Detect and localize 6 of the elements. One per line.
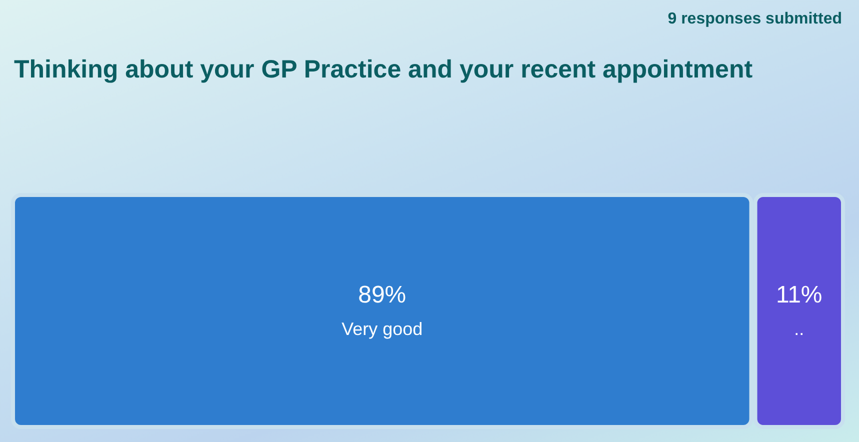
series-label: ..: [794, 319, 804, 339]
data-label: 11%: [776, 282, 822, 308]
data-label: 89%: [358, 282, 406, 308]
series-label: Very good: [342, 319, 423, 339]
chart-subtitle: 9 responses submitted: [668, 10, 842, 28]
chart-title: Thinking about your GP Practice and your recent appointment: [14, 56, 754, 84]
